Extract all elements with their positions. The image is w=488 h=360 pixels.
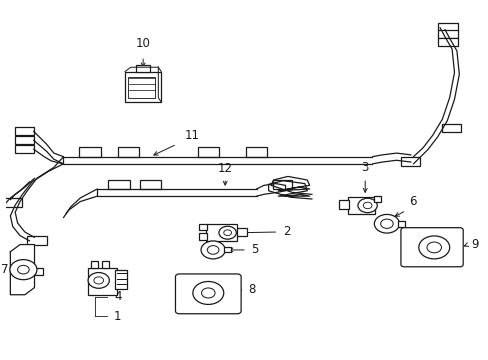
Bar [115,270,127,289]
Circle shape [363,202,371,209]
Bar [27,236,46,245]
Circle shape [224,230,231,235]
Bar [437,31,457,39]
Polygon shape [10,244,35,295]
Circle shape [18,265,29,274]
Bar [245,147,266,157]
Bar [125,72,161,102]
Bar [273,180,291,189]
Circle shape [94,277,103,284]
Circle shape [426,242,441,253]
Text: 2: 2 [283,225,290,238]
Bar [198,233,207,240]
Bar [136,65,150,72]
Circle shape [192,282,224,305]
Bar [87,268,116,295]
Text: 1: 1 [114,310,122,323]
Bar [437,38,457,45]
Bar [197,147,219,157]
Bar [224,247,230,252]
Text: 7: 7 [1,263,9,276]
FancyBboxPatch shape [175,274,241,314]
Text: 6: 6 [408,195,415,208]
Circle shape [418,236,449,259]
Bar [3,198,22,207]
Text: 10: 10 [135,37,150,50]
Circle shape [357,198,377,213]
Circle shape [201,241,225,259]
Bar [198,224,207,230]
Circle shape [374,215,399,233]
Text: 11: 11 [185,129,200,141]
Circle shape [380,219,392,228]
Text: 12: 12 [217,162,232,175]
Bar [401,157,419,166]
Circle shape [88,273,109,288]
Bar [128,77,155,98]
Bar [15,136,34,144]
Bar [79,147,101,157]
Bar [397,221,405,226]
Bar [373,196,380,202]
Text: 9: 9 [470,238,478,251]
Circle shape [219,226,236,239]
Bar [91,261,98,268]
Text: 4: 4 [114,290,122,303]
Bar [140,180,161,189]
Circle shape [10,260,37,280]
Text: 3: 3 [361,161,368,174]
Bar [108,180,129,189]
FancyBboxPatch shape [400,228,462,267]
Circle shape [201,288,215,298]
Bar [35,268,43,275]
Bar [118,147,139,157]
Bar [237,228,246,236]
Bar [15,145,34,153]
Circle shape [207,246,219,254]
Bar [338,200,348,209]
Text: 5: 5 [250,243,258,256]
Text: 8: 8 [248,283,255,296]
Bar [102,261,109,268]
Bar [347,197,374,214]
Bar [205,224,237,241]
Bar [437,23,457,31]
Bar [442,124,460,132]
Bar [15,127,34,135]
